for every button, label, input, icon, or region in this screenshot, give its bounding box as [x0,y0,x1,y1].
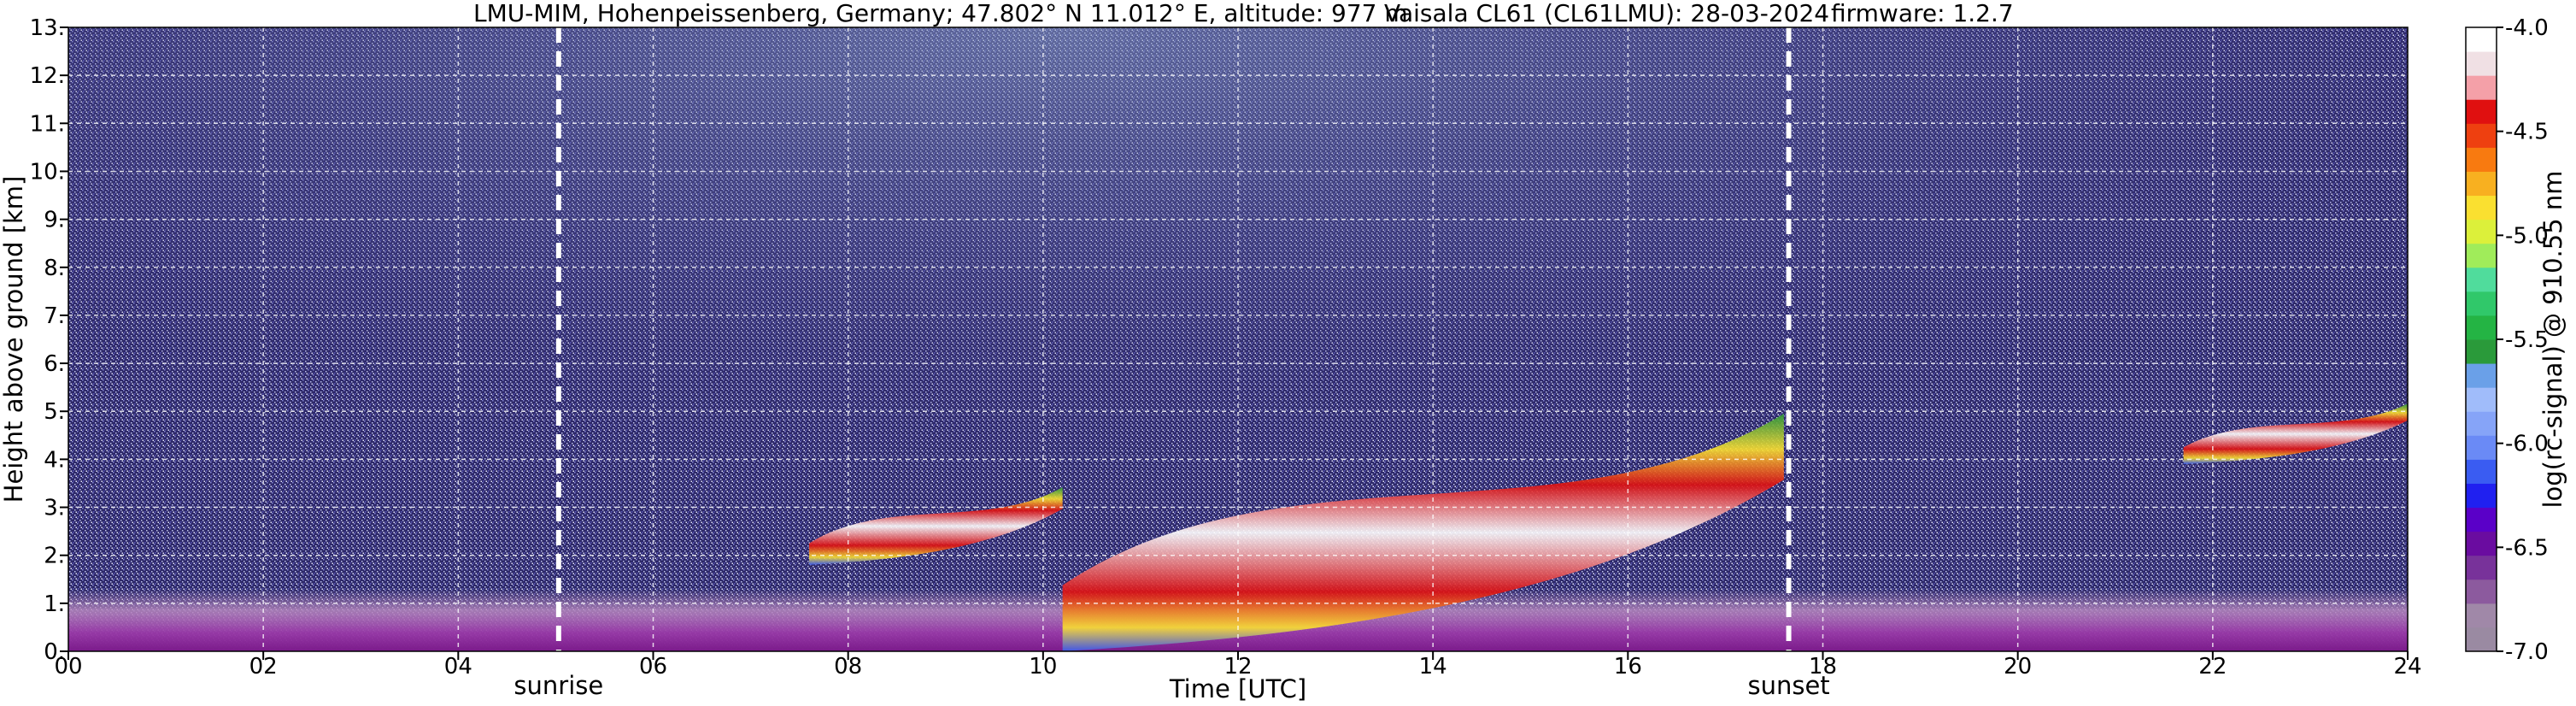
colorbar-tick-label: -5.5 [2505,327,2549,353]
y-tick-label: 2. [44,544,65,569]
y-tick-label: 6. [44,351,65,377]
y-tick-label: 8. [44,256,65,281]
colorbar-segment [2466,363,2497,388]
y-tick-label: 5. [44,399,65,425]
colorbar-segment [2466,411,2497,436]
colorbar-segment [2466,147,2497,172]
colorbar-tick-label: -7.0 [2505,639,2549,665]
x-tick-label: 16 [1614,654,1642,680]
feature-cloud-layer-3 [2183,403,2408,464]
colorbar-segment [2466,507,2497,532]
x-tick-label: 02 [249,654,278,680]
x-tick-label: 22 [2198,654,2227,680]
feature-cloud-layer-2 [1062,414,1784,651]
annotation-sunset: sunset [1747,671,1829,700]
colorbar-segment [2466,267,2497,292]
colorbar-segment [2466,459,2497,484]
x-tick-label: 24 [2393,654,2421,680]
y-tick-label: 7. [44,303,65,329]
plot-area [67,26,2409,652]
x-tick-label: 06 [639,654,667,680]
colorbar-tick-label: -5.0 [2505,223,2549,249]
colorbar-tick-label: -4.0 [2505,15,2549,41]
x-axis-label: Time [UTC] [1169,674,1306,703]
y-tick-label: 13. [30,15,65,41]
colorbar-segment [2466,483,2497,509]
y-tick-label: 3. [44,496,65,521]
colorbar-segment [2466,555,2497,580]
sun-markers [555,27,1792,651]
grid-lines [68,27,2408,651]
colorbar-segment [2466,75,2497,100]
y-tick-label: 1. [44,591,65,617]
x-tick-label: 10 [1029,654,1057,680]
x-tick-label: 04 [444,654,472,680]
y-tick-label: 0. [44,639,65,665]
y-axis-label: Height above ground [km] [0,176,28,503]
colorbar-label: log(rc-signal) @ 910.55 nm [2538,170,2567,508]
x-tick-label: 14 [1419,654,1447,680]
x-tick-label: 20 [2004,654,2032,680]
colorbar-segment [2466,51,2497,76]
colorbar-tick-label: -6.0 [2505,432,2549,457]
y-tick-label: 12. [30,63,65,89]
colorbar-segment [2466,579,2497,604]
colorbar-tick-label: -4.5 [2505,120,2549,145]
y-tick-label: 11. [30,111,65,137]
chart-title-firmware: firmware: 1.2.7 [1831,0,2014,27]
x-tick-label: 00 [54,654,82,680]
y-tick-label: 10. [30,159,65,185]
colorbar-segment [2466,243,2497,268]
colorbar-segment [2466,435,2497,460]
colorbar-segment [2466,27,2497,52]
colorbar-segment [2466,123,2497,148]
x-tick-label: 08 [834,654,862,680]
colorbar-segment [2466,387,2497,412]
colorbar-segment [2466,219,2497,244]
x-tick-label: 18 [1809,654,1837,680]
feature-cloud-layer-1 [809,486,1063,565]
colorbar-segment [2466,291,2497,316]
chart-title-instrument: Vaisala CL61 (CL61LMU): 28-03-2024 [1384,0,1829,27]
colorbar-segment [2466,315,2497,340]
x-axis: sunrise sunset 00 02 04 06 08 10 12 14 16 18 20 22 24 [54,651,2422,700]
annotation-sunrise: sunrise [513,671,603,700]
colorbar-segment [2466,195,2497,221]
x-tick-label: 12 [1223,654,1252,680]
chart-title-site: LMU-MIM, Hohenpeissenberg, Germany; 47.8… [473,0,1408,27]
colorbar-segment [2466,99,2497,124]
colorbar-segment [2466,603,2497,628]
colorbar-segment [2466,627,2497,652]
y-tick-label: 4. [44,447,65,473]
y-axis: 0. 1. 2. 3. 4. 5. 6. 7. 8. 9. 10. 11. 12. 13. [30,15,68,665]
colorbar: -7.0 -6.5 -6.0 -5.5 -5.0 -4.5 -4.0 [2465,15,2549,665]
y-tick-label: 9. [44,208,65,233]
colorbar-segment [2466,339,2497,364]
colorbar-segment [2466,531,2497,556]
colorbar-segment [2466,171,2497,197]
colorbar-tick-label: -6.5 [2505,535,2549,561]
